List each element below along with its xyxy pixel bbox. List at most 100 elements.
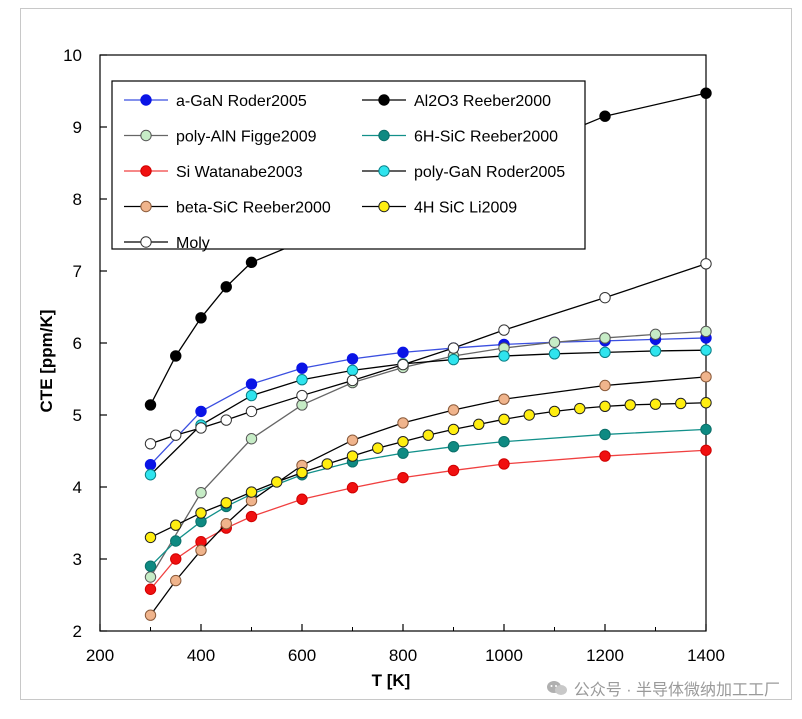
legend-marker: [378, 200, 390, 213]
data-point: [144, 609, 157, 621]
legend-marker: [378, 165, 390, 177]
data-point: [245, 510, 258, 523]
legend-marker: [378, 94, 390, 106]
legend-label: beta-SiC Reeber2000: [176, 200, 331, 217]
legend-item: poly-AlN Figge2009: [124, 129, 317, 146]
data-point: [523, 409, 535, 421]
data-point: [422, 429, 434, 441]
legend-label: 4H SiC Li2009: [414, 200, 517, 217]
series-1: [144, 87, 712, 411]
legend-box: [111, 80, 586, 250]
data-point: [170, 553, 182, 565]
data-point: [599, 332, 611, 344]
y-tick-label: 6: [73, 334, 82, 353]
legend-item: poly-GaN Roder2005: [362, 164, 565, 181]
data-point: [397, 471, 409, 484]
x-tick-label: 1400: [687, 646, 725, 665]
data-point: [346, 450, 359, 462]
series-5: [144, 344, 712, 481]
data-point: [447, 404, 460, 416]
data-point: [346, 434, 359, 446]
legend-label: Moly: [176, 235, 210, 252]
data-point: [170, 535, 182, 547]
data-point: [700, 444, 712, 456]
data-point: [144, 560, 157, 572]
data-point: [346, 482, 359, 494]
x-tick-label: 200: [86, 646, 114, 665]
data-point: [498, 350, 510, 362]
data-point: [397, 346, 409, 359]
data-point: [220, 518, 232, 530]
series-6: [144, 371, 712, 621]
data-point: [700, 371, 712, 383]
data-point: [245, 256, 258, 269]
data-point: [245, 405, 258, 418]
legend-label: Al2O3 Reeber2000: [414, 93, 551, 110]
data-point: [220, 497, 232, 509]
x-tick-label: 800: [389, 646, 417, 665]
data-point: [498, 393, 510, 405]
legend-marker: [140, 236, 152, 248]
data-point: [346, 353, 359, 365]
data-point: [599, 346, 611, 359]
data-point: [144, 571, 157, 583]
legend-label: a-GaN Roder2005: [176, 93, 307, 110]
data-point: [498, 413, 510, 426]
legend-item: 4H SiC Li2009: [362, 200, 517, 217]
legend-marker: [140, 94, 152, 106]
data-point: [700, 325, 712, 338]
data-point: [195, 507, 207, 519]
data-point: [220, 414, 232, 426]
series-7: [144, 397, 712, 544]
legend-item: Moly: [124, 235, 210, 252]
chart-frame: [20, 8, 792, 700]
data-point: [245, 389, 258, 402]
legend-item: Si Watanabe2003: [124, 164, 303, 181]
data-point: [296, 399, 308, 411]
data-point: [649, 328, 662, 341]
data-point: [675, 397, 687, 410]
data-point: [296, 389, 308, 402]
data-point: [144, 399, 157, 411]
data-point: [170, 519, 182, 531]
data-point: [700, 397, 712, 409]
data-point: [170, 350, 182, 362]
series-line: [150, 349, 707, 476]
x-tick-label: 400: [187, 646, 215, 665]
data-point: [245, 378, 258, 390]
data-point: [473, 418, 485, 431]
legend-marker: [140, 200, 152, 213]
y-tick-label: 9: [73, 118, 82, 137]
y-tick-label: 2: [73, 622, 82, 641]
data-point: [195, 487, 207, 499]
data-point: [624, 399, 636, 411]
data-point: [245, 486, 258, 498]
legend-item: beta-SiC Reeber2000: [124, 200, 331, 217]
data-point: [599, 291, 611, 304]
data-point: [296, 362, 308, 374]
data-point: [144, 438, 157, 450]
series-0: [144, 332, 712, 471]
data-point: [397, 417, 409, 429]
data-point: [195, 312, 207, 324]
y-tick-label: 7: [73, 262, 82, 281]
data-point: [700, 423, 712, 436]
legend-marker: [378, 129, 390, 142]
y-tick-label: 5: [73, 406, 82, 425]
y-tick-label: 3: [73, 550, 82, 569]
data-point: [296, 493, 308, 505]
data-point: [271, 476, 283, 488]
data-point: [296, 374, 308, 386]
data-point: [498, 324, 510, 336]
y-tick-label: 10: [63, 46, 82, 65]
y-tick-label: 8: [73, 190, 82, 209]
wechat-icon: [546, 681, 567, 695]
data-point: [548, 348, 561, 360]
x-tick-label: 1000: [485, 646, 523, 665]
legend-label: Si Watanabe2003: [176, 164, 303, 181]
data-point: [447, 353, 460, 366]
watermark-text: 公众号 · 半导体微纳加工工厂: [573, 682, 780, 699]
data-point: [548, 336, 561, 348]
data-point: [548, 405, 561, 418]
data-point: [447, 342, 460, 354]
